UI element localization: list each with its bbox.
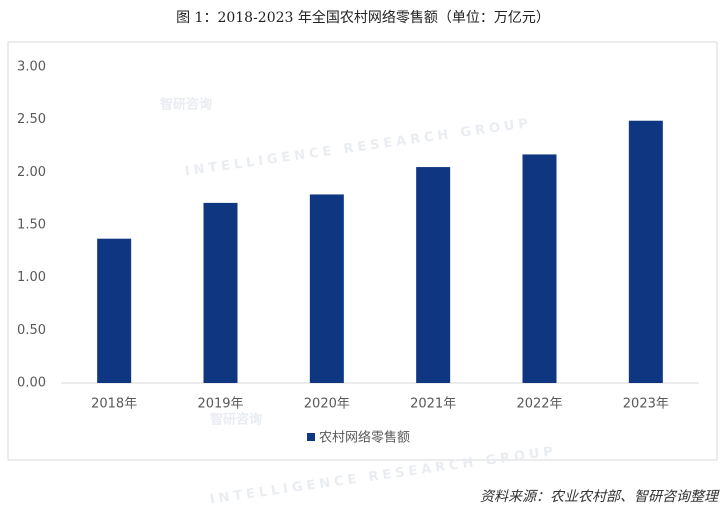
bar: [309, 194, 344, 383]
legend-label: 农村网络零售额: [319, 430, 410, 446]
x-tick-label: 2018年: [91, 397, 137, 412]
y-tick-label: 2.00: [17, 165, 46, 180]
x-tick-label: 2022年: [516, 397, 562, 412]
y-tick-label: 1.00: [17, 270, 46, 285]
x-tick-label: 2020年: [304, 397, 350, 412]
source-note: 资料来源：农业农村部、智研咨询整理: [480, 489, 720, 505]
chart-title: 图 1：2018-2023 年全国农村网络零售额（单位：万亿元）: [176, 9, 550, 26]
bar: [97, 238, 132, 383]
y-tick-label: 3.00: [17, 60, 46, 75]
x-tick-label: 2021年: [410, 397, 456, 412]
y-tick-label: 0.50: [17, 323, 46, 338]
bar: [416, 167, 451, 383]
bar: [628, 120, 663, 383]
watermark: 智研咨询: [160, 97, 212, 113]
y-tick-label: 1.50: [17, 218, 46, 233]
x-tick-label: 2023年: [623, 397, 669, 412]
bar: [203, 202, 238, 383]
x-tick-label: 2019年: [197, 397, 243, 412]
y-tick-label: 2.50: [17, 112, 46, 127]
y-tick-label: 0.00: [17, 376, 46, 391]
legend-swatch: [307, 433, 315, 441]
bar: [522, 154, 557, 383]
watermark: 智研咨询: [210, 412, 262, 428]
